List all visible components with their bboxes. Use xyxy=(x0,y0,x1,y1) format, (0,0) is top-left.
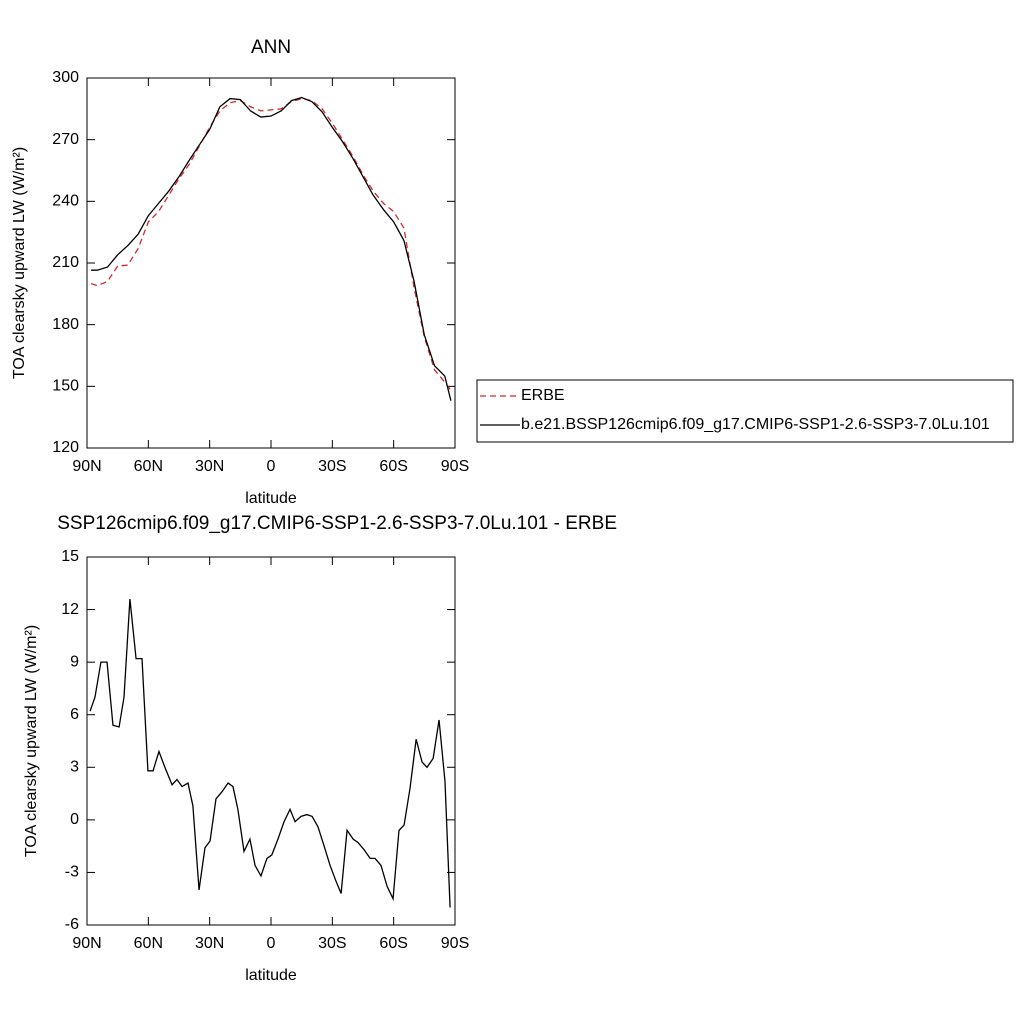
data-line xyxy=(91,96,452,401)
x-axis-label: latitude xyxy=(245,967,297,984)
x-tick-label: 30N xyxy=(195,458,224,475)
x-tick-label: 60S xyxy=(379,458,407,475)
x-tick-label: 90N xyxy=(72,458,101,475)
y-tick-label: 240 xyxy=(52,193,79,210)
x-tick-label: 30S xyxy=(318,458,346,475)
legend-label: b.e21.BSSP126cmip6.f09_g17.CMIP6-SSP1-2.… xyxy=(521,416,990,433)
chart-title: SSP126cmip6.f09_g17.CMIP6-SSP1-2.6-SSP3-… xyxy=(57,513,617,534)
y-axis-label: TOA clearsky upward LW (W/m²) xyxy=(23,625,40,857)
x-tick-label: 0 xyxy=(267,458,276,475)
y-tick-label: 270 xyxy=(52,131,79,148)
y-tick-label: 9 xyxy=(70,653,79,670)
x-tick-label: 60N xyxy=(134,458,163,475)
y-tick-label: -3 xyxy=(65,864,79,881)
y-tick-label: 15 xyxy=(61,548,79,565)
data-line xyxy=(90,97,452,391)
x-tick-label: 60S xyxy=(379,935,407,952)
x-tick-label: 60N xyxy=(134,935,163,952)
plot-frame xyxy=(86,556,456,926)
data-line xyxy=(89,598,451,908)
y-tick-label: -6 xyxy=(65,916,79,933)
x-axis-label: latitude xyxy=(245,490,297,507)
y-tick-label: 300 xyxy=(52,69,79,86)
legend-box xyxy=(476,379,1014,443)
y-tick-label: 180 xyxy=(52,316,79,333)
y-tick-label: 3 xyxy=(70,759,79,776)
plot-frame xyxy=(86,77,456,449)
y-tick-label: 210 xyxy=(52,254,79,271)
y-tick-label: 6 xyxy=(70,706,79,723)
y-tick-label: 12 xyxy=(61,601,79,618)
x-tick-label: 90N xyxy=(72,935,101,952)
x-tick-label: 90S xyxy=(441,935,469,952)
legend-label: ERBE xyxy=(521,387,565,404)
x-tick-label: 90S xyxy=(441,458,469,475)
y-tick-label: 0 xyxy=(70,811,79,828)
y-tick-label: 150 xyxy=(52,378,79,395)
x-tick-label: 30N xyxy=(195,935,224,952)
y-tick-label: 120 xyxy=(52,439,79,456)
x-tick-label: 0 xyxy=(267,935,276,952)
y-axis-label: TOA clearsky upward LW (W/m²) xyxy=(11,147,28,379)
x-tick-label: 30S xyxy=(318,935,346,952)
chart-title: ANN xyxy=(251,37,291,58)
